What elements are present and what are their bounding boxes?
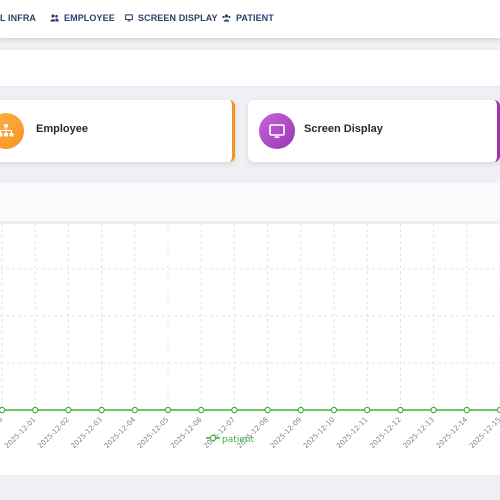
- x-tick-label: 2025-12-13: [402, 416, 436, 450]
- x-tick-label: 2025-12-05: [136, 416, 170, 450]
- x-tick-label: 2025-12-01: [3, 416, 37, 450]
- legend-marker: [209, 434, 217, 442]
- user-group-icon: [222, 14, 231, 22]
- employee-card[interactable]: Employee: [0, 100, 235, 162]
- top-navigation: L INFRA EMPLOYEE SCREEN DISPLAY PATIENT: [0, 0, 500, 38]
- x-tick-label: 2025-12-12: [368, 416, 402, 450]
- data-point: [32, 406, 39, 414]
- x-tick-label: 2025-12-02: [36, 416, 70, 450]
- x-tick-label: 2025-12-09: [269, 416, 303, 450]
- data-point: [197, 406, 205, 414]
- x-tick-label: 2025-12-10: [302, 416, 336, 450]
- legend-label: patient: [222, 435, 254, 445]
- data-point: [463, 406, 470, 414]
- monitor-icon: [125, 14, 133, 22]
- monitor-icon: [259, 113, 295, 149]
- nav-item-label: EMPLOYEE: [64, 13, 115, 23]
- x-tick-label: 2025-12-06: [169, 415, 204, 450]
- x-tick-label: 2025-12-03: [70, 416, 104, 450]
- org-chart-icon: [0, 113, 24, 149]
- nav-item-patient[interactable]: PATIENT: [222, 11, 274, 25]
- data-point: [264, 406, 271, 414]
- x-tick-label: 2025-12-08: [236, 416, 270, 450]
- nav-item-infra[interactable]: L INFRA: [0, 11, 36, 25]
- data-point: [164, 406, 172, 414]
- data-point: [364, 406, 371, 414]
- patient-chart-panel: …0 2025-12-01 2025-12-02 2025-12-03 2025-12-…: [0, 183, 500, 475]
- data-point: [330, 406, 338, 414]
- card-title: Employee: [36, 123, 88, 135]
- data-point: [65, 406, 72, 414]
- users-icon: [50, 14, 59, 22]
- data-point: [297, 406, 304, 414]
- data-point: [131, 406, 138, 414]
- x-tick-label: 2025-12-11: [335, 416, 369, 450]
- nav-item-employee[interactable]: EMPLOYEE: [50, 11, 115, 25]
- x-tick-label: 2025-12-07: [202, 416, 236, 450]
- data-point: [430, 406, 437, 414]
- chart-header: [0, 183, 500, 222]
- screen-display-card[interactable]: Screen Display: [248, 100, 500, 162]
- nav-item-screen-display[interactable]: SCREEN DISPLAY: [125, 11, 218, 25]
- card-title: Screen Display: [304, 123, 383, 135]
- filter-bar[interactable]: [0, 50, 500, 87]
- nav-item-label: SCREEN DISPLAY: [138, 13, 218, 23]
- data-point: [231, 406, 238, 414]
- data-point: [0, 406, 6, 414]
- data-point: [397, 406, 404, 414]
- data-point: [98, 406, 105, 414]
- x-tick-label: 2025-12-14: [435, 415, 470, 450]
- x-tick-label: 2025-12-15: [468, 416, 500, 450]
- nav-item-label: PATIENT: [236, 13, 274, 23]
- nav-item-label: L INFRA: [0, 13, 37, 23]
- x-tick-label: …0: [0, 416, 4, 430]
- x-tick-label: 2025-12-04: [103, 415, 138, 450]
- patient-line-chart: …02025-12-012025-12-022025-12-032025-12-…: [0, 222, 500, 450]
